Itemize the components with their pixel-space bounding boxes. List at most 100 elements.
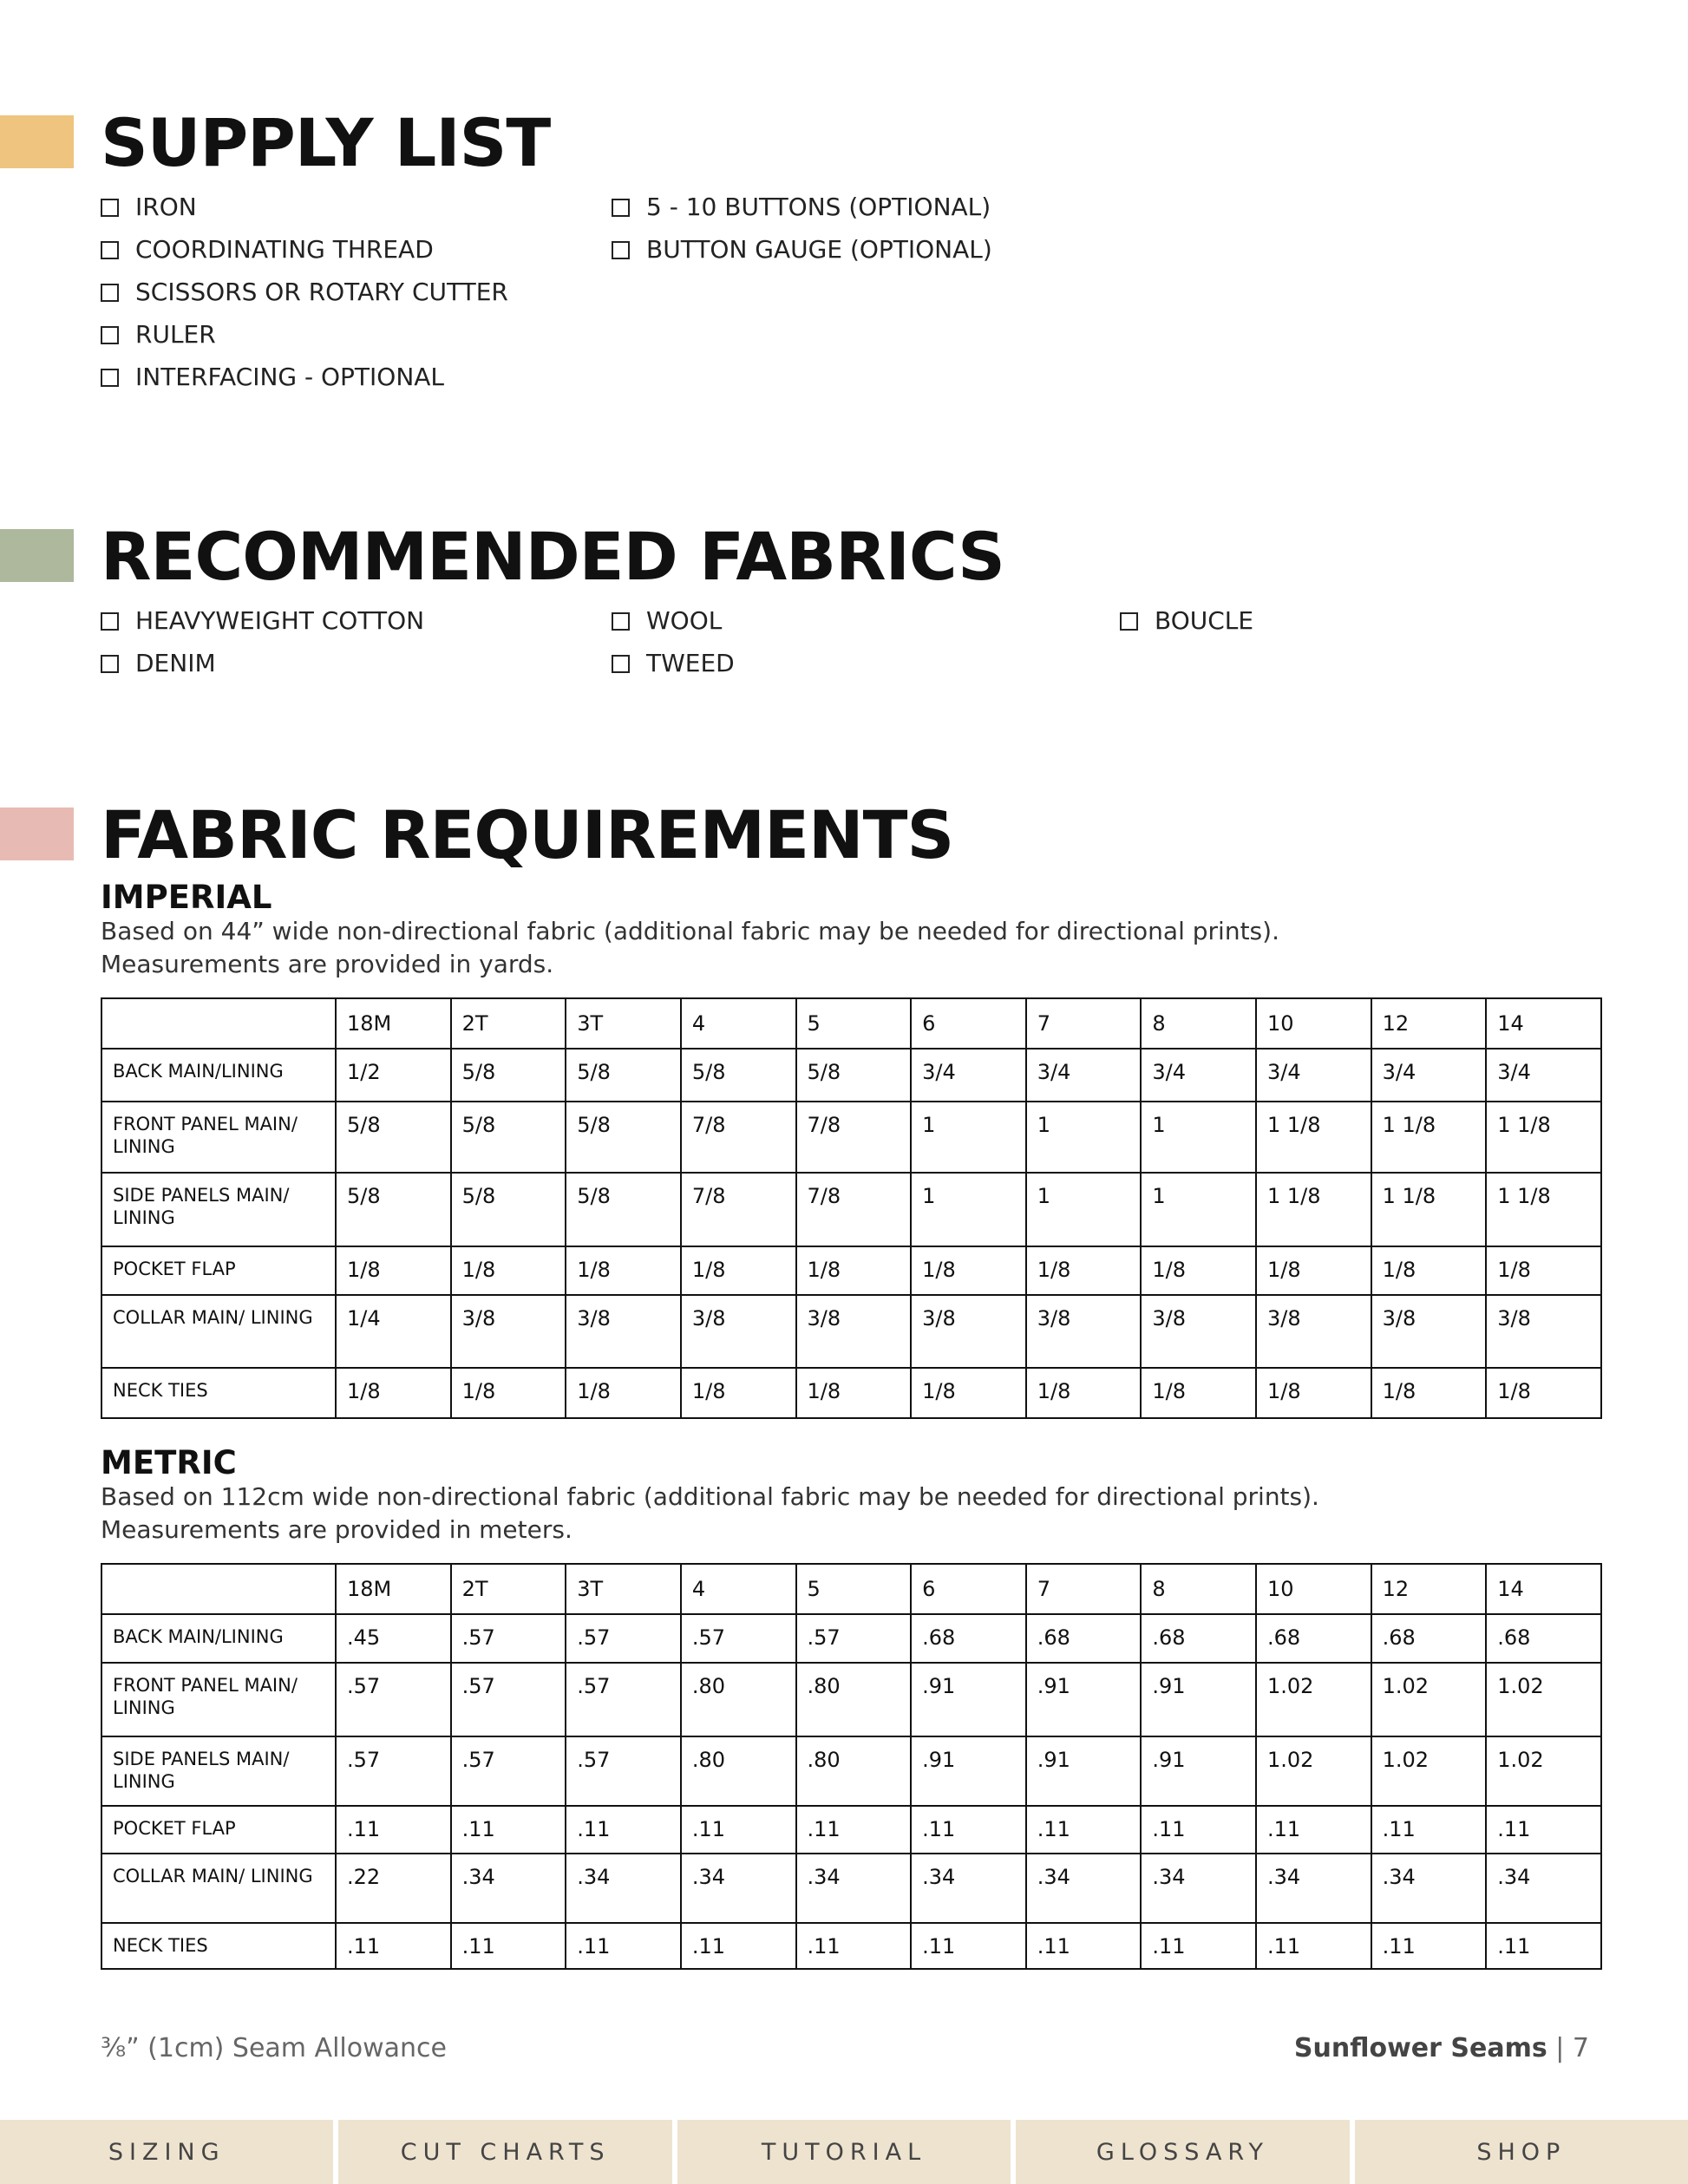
section-title: FABRIC REQUIREMENTS xyxy=(101,796,954,873)
table-heading: METRIC xyxy=(101,1444,237,1481)
cell-value: .11 xyxy=(910,1922,1027,1970)
size-header: 2T xyxy=(449,997,567,1049)
section-marker xyxy=(0,529,74,582)
nav-tab[interactable]: TUTORIAL xyxy=(677,2120,1011,2184)
cell-value: .11 xyxy=(1255,1805,1372,1854)
cell-value: .11 xyxy=(795,1805,913,1854)
cell-value: 5/8 xyxy=(679,1048,797,1102)
row-label: NECK TIES xyxy=(101,1367,337,1419)
cell-value: .34 xyxy=(1485,1853,1602,1924)
cell-value: 7/8 xyxy=(679,1101,797,1174)
cell-value: 3/8 xyxy=(1255,1294,1372,1369)
data-row: SIDE PANELS MAIN/ LINING 5/8 5/8 5/8 7/8 7/8 1… xyxy=(101,1172,1602,1247)
nav-tab[interactable]: CUT CHARTS xyxy=(338,2120,672,2184)
cell-value: .34 xyxy=(1024,1853,1142,1924)
cell-value: 3/8 xyxy=(1485,1294,1602,1369)
row-label: SIDE PANELS MAIN/ LINING xyxy=(101,1736,337,1807)
table-description: Based on 44” wide non-directional fabric… xyxy=(101,917,1279,945)
table-description: Measurements are provided in meters. xyxy=(101,1515,572,1544)
cell-value: .11 xyxy=(1485,1805,1602,1854)
cell-value: .11 xyxy=(335,1922,452,1970)
cell-value: 3/4 xyxy=(1255,1048,1372,1102)
list-item: COORDINATING THREAD xyxy=(135,235,434,264)
cell-value: 1/8 xyxy=(1140,1246,1257,1296)
cell-value: 3/8 xyxy=(910,1294,1027,1369)
cell-value: 5/8 xyxy=(565,1101,682,1174)
size-header: 6 xyxy=(910,1563,1027,1615)
cell-value: 1/8 xyxy=(1024,1367,1142,1419)
cell-value: .68 xyxy=(910,1613,1027,1664)
cell-value: .80 xyxy=(795,1736,913,1807)
row-label: FRONT PANEL MAIN/ LINING xyxy=(101,1101,337,1174)
nav-tab[interactable]: SIZING xyxy=(0,2120,334,2184)
size-header: 12 xyxy=(1370,997,1488,1049)
cell-value: .11 xyxy=(910,1805,1027,1854)
cell-value: .34 xyxy=(910,1853,1027,1924)
checkbox xyxy=(101,655,119,673)
cell-value: .11 xyxy=(1370,1922,1488,1970)
cell-value: 1.02 xyxy=(1370,1662,1488,1737)
checkbox xyxy=(101,241,119,259)
list-item: BUTTON GAUGE (OPTIONAL) xyxy=(646,235,992,264)
size-header: 8 xyxy=(1140,1563,1257,1615)
cell-value: 3/8 xyxy=(565,1294,682,1369)
checkbox xyxy=(101,284,119,302)
cell-value: .91 xyxy=(910,1736,1027,1807)
nav-tab[interactable]: GLOSSARY xyxy=(1016,2120,1350,2184)
size-header: 5 xyxy=(795,997,913,1049)
cell-value: 1 1/8 xyxy=(1255,1172,1372,1247)
cell-value: 1 xyxy=(1024,1172,1142,1247)
footer-note: ⅜” (1cm) Seam Allowance xyxy=(101,2033,447,2063)
row-label: SIDE PANELS MAIN/ LINING xyxy=(101,1172,337,1247)
nav-tab[interactable]: SHOP xyxy=(1354,2120,1688,2184)
checkbox xyxy=(612,199,630,217)
list-item: BOUCLE xyxy=(1155,606,1254,635)
cell-value: .57 xyxy=(335,1662,452,1737)
list-item: INTERFACING - OPTIONAL xyxy=(135,363,445,391)
cell-value: 3/4 xyxy=(1485,1048,1602,1102)
checkbox xyxy=(1120,612,1138,631)
row-label: BACK MAIN/LINING xyxy=(101,1048,337,1102)
cell-value: .34 xyxy=(1140,1853,1257,1924)
table-description: Based on 112cm wide non-directional fabr… xyxy=(101,1482,1319,1511)
size-header: 12 xyxy=(1370,1563,1488,1615)
corner-cell xyxy=(101,997,337,1049)
checkbox xyxy=(101,612,119,631)
size-header: 4 xyxy=(679,997,797,1049)
cell-value: 1/8 xyxy=(449,1246,567,1296)
cell-value: .11 xyxy=(1140,1805,1257,1854)
cell-value: 1/8 xyxy=(1370,1367,1488,1419)
cell-value: 1/8 xyxy=(679,1367,797,1419)
cell-value: 1/8 xyxy=(1140,1367,1257,1419)
cell-value: .45 xyxy=(335,1613,452,1664)
list-item: WOOL xyxy=(646,606,723,635)
cell-value: 1 xyxy=(910,1101,1027,1174)
nav-bar: SIZING CUT CHARTS TUTORIAL GLOSSARY SHOP xyxy=(0,2120,1688,2184)
cell-value: .11 xyxy=(679,1922,797,1970)
cell-value: 1/8 xyxy=(565,1367,682,1419)
cell-value: .91 xyxy=(910,1662,1027,1737)
section-title: SUPPLY LIST xyxy=(101,104,551,181)
cell-value: 1 xyxy=(1024,1101,1142,1174)
checkbox xyxy=(612,241,630,259)
cell-value: .11 xyxy=(795,1922,913,1970)
cell-value: .34 xyxy=(1255,1853,1372,1924)
cell-value: .34 xyxy=(1370,1853,1488,1924)
table-description: Measurements are provided in yards. xyxy=(101,950,554,978)
cell-value: .11 xyxy=(1370,1805,1488,1854)
size-header: 14 xyxy=(1485,997,1602,1049)
cell-value: .80 xyxy=(679,1736,797,1807)
data-row: POCKET FLAP 1/8 1/8 1/8 1/8 1/8 1/8 1/8 1/8 1/8 1/… xyxy=(101,1246,1602,1296)
list-item: IRON xyxy=(135,193,197,221)
cell-value: 5/8 xyxy=(795,1048,913,1102)
cell-value: 3/4 xyxy=(910,1048,1027,1102)
cell-value: .11 xyxy=(449,1922,567,1970)
data-row: FRONT PANEL MAIN/ LINING 5/8 5/8 5/8 7/8 7/8 1… xyxy=(101,1101,1602,1174)
size-header: 7 xyxy=(1024,997,1142,1049)
cell-value: 1 1/8 xyxy=(1485,1101,1602,1174)
cell-value: 3/8 xyxy=(795,1294,913,1369)
cell-value: .11 xyxy=(1140,1922,1257,1970)
list-item: HEAVYWEIGHT COTTON xyxy=(135,606,425,635)
cell-value: .11 xyxy=(565,1805,682,1854)
